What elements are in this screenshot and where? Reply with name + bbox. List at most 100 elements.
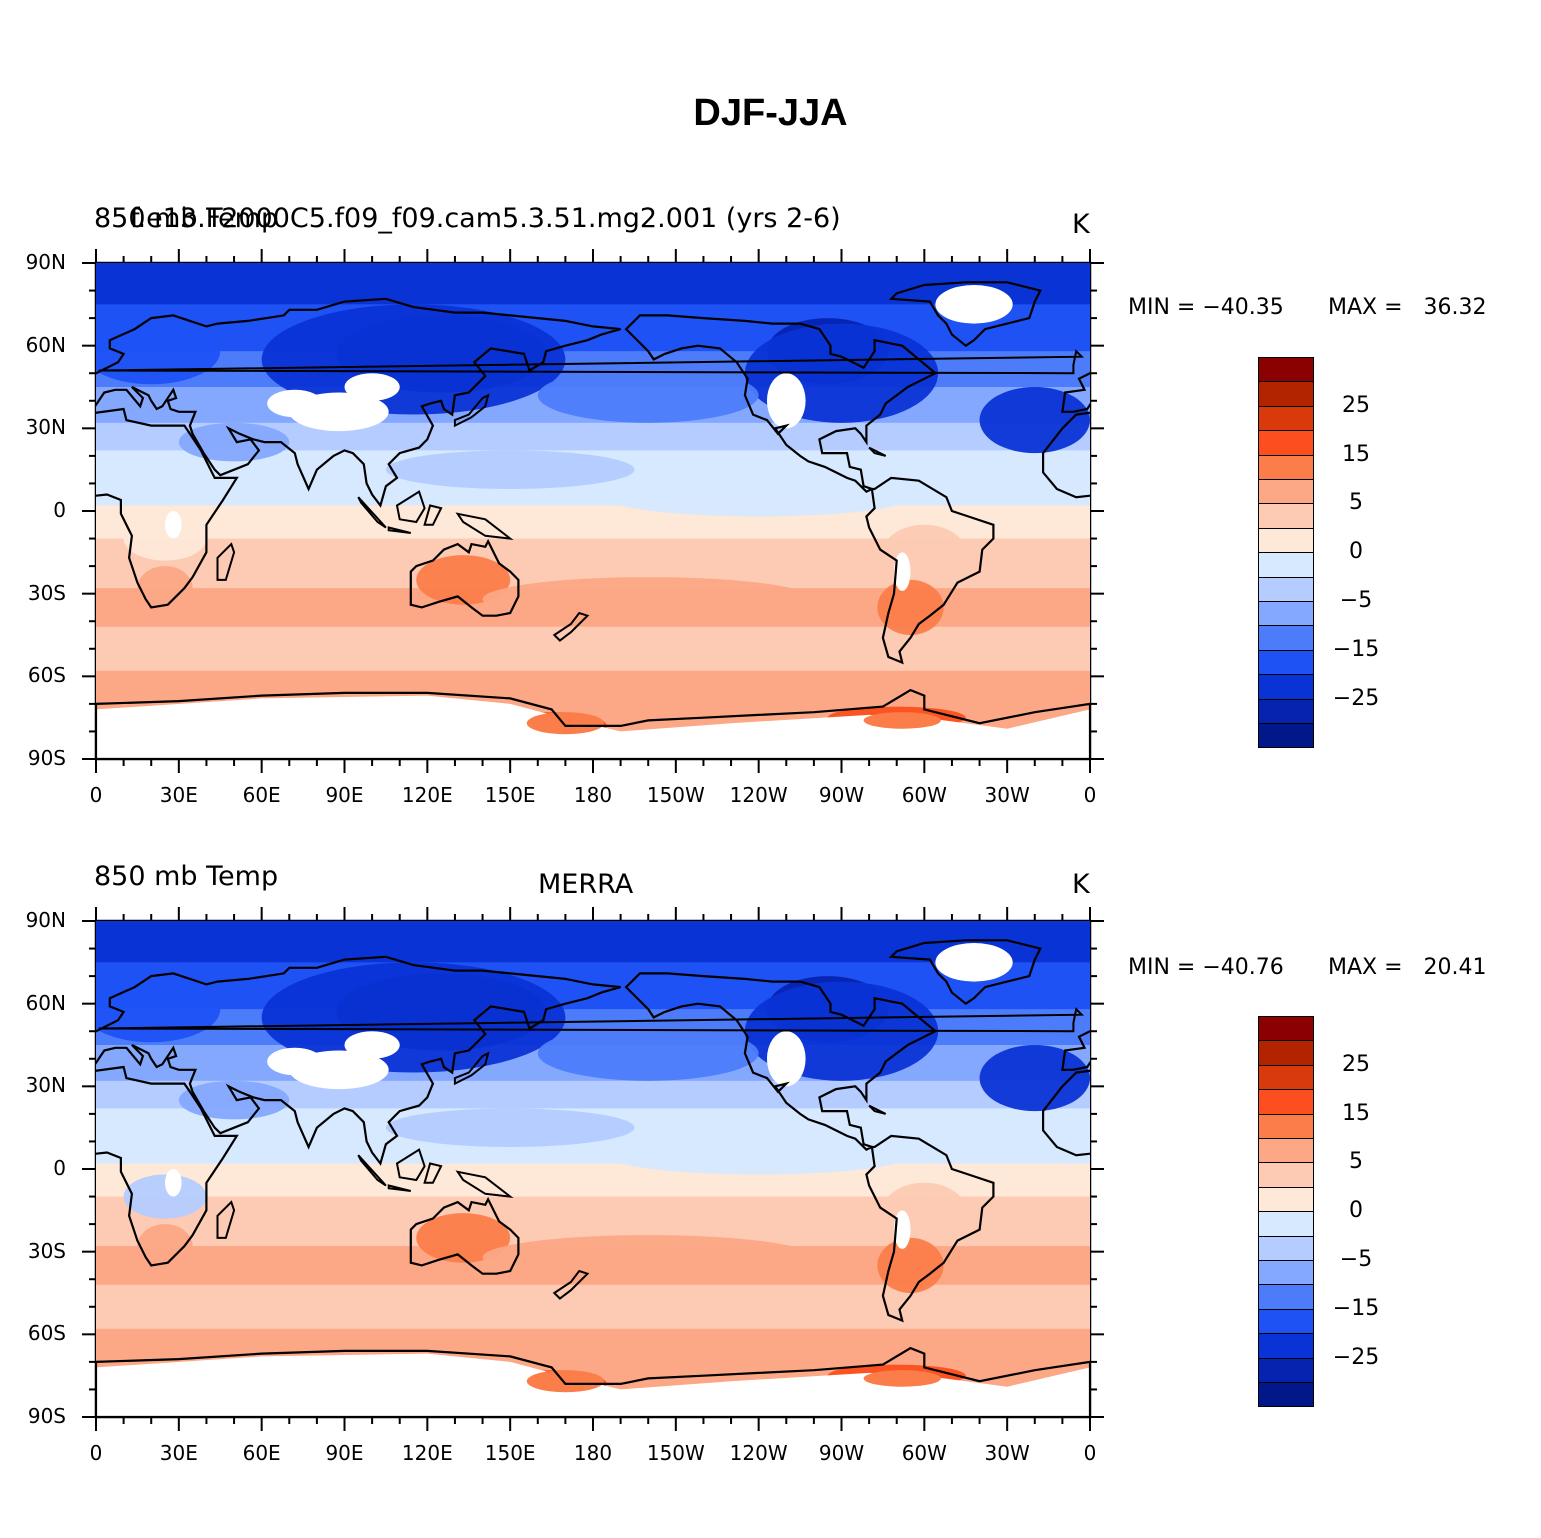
zonal-band (96, 962, 1090, 1010)
map-svg (96, 921, 1090, 1417)
coastline-island (395, 490, 426, 524)
lon-tick-label: 0 (89, 783, 103, 807)
lon-tick-label: 150W (646, 783, 705, 807)
temperature-map (96, 263, 1090, 759)
coastline-greenland (888, 281, 1042, 348)
coastline-island (387, 1184, 412, 1192)
lon-tick-label: 150E (484, 783, 536, 807)
coastline-island (868, 446, 887, 457)
lon-tick-label: 60E (242, 783, 281, 807)
coastline-island (395, 1148, 426, 1182)
lat-tick-label: 90S (27, 746, 66, 770)
lat-tick-label: 90S (27, 1404, 66, 1428)
coastline-eurasia (96, 955, 621, 1166)
colorbar-box (1258, 1016, 1314, 1042)
colorbar-box (1258, 1357, 1314, 1383)
colorbar-box (1258, 1162, 1314, 1188)
lon-tick-label: 90E (325, 783, 364, 807)
contour-region (526, 712, 605, 735)
lon-tick-label: 0 (1083, 1441, 1097, 1465)
lat-tick-label: 30S (27, 1238, 66, 1263)
panel-units: K (1072, 209, 1090, 240)
temperature-map (96, 921, 1090, 1417)
colorbar-box (1258, 1089, 1314, 1115)
colorbar-label: 15 (1342, 441, 1370, 467)
lon-tick-label: 30W (984, 783, 1030, 807)
lon-tick-label: 180 (573, 783, 613, 807)
lat-tick-label: 30S (27, 580, 66, 605)
coastline-island (455, 1170, 514, 1198)
map-svg (96, 263, 1090, 759)
contour-region (416, 555, 511, 605)
lon-tick-label: 90W (818, 783, 865, 807)
colorbar-label: −25 (1332, 685, 1380, 711)
coastline-island (423, 504, 443, 526)
colorbar-box (1258, 1235, 1314, 1261)
missing-data-region (267, 389, 323, 418)
min-value: MIN = −40.76 (1128, 955, 1284, 980)
contour-region (877, 579, 944, 635)
coastline-island (387, 526, 412, 534)
lat-tick-label: 90N (25, 250, 66, 274)
missing-data-region (766, 1031, 806, 1087)
lon-tick-label: 0 (1083, 783, 1097, 807)
panel-model: 850 mb Temp f.e13.F2000C5.f09_f09.cam5.3… (0, 195, 1541, 815)
contour-region (137, 566, 193, 611)
coastline-island (98, 349, 1085, 375)
contour-region (863, 712, 941, 729)
coastline-africa (96, 407, 239, 609)
lon-tick-label: 120E (401, 783, 453, 807)
colorbar-box (1258, 1333, 1314, 1359)
panel-overlay-label: f.e13.F2000C5.f09_f09.cam5.3.51.mg2.001 … (130, 203, 841, 234)
colorbar-box (1258, 381, 1314, 407)
colorbar-box (1258, 1284, 1314, 1310)
missing-data-region (893, 1210, 911, 1249)
lon-tick-label: 60E (242, 1441, 281, 1465)
missing-data-region (344, 1031, 400, 1059)
coastline-antarctica (96, 688, 1090, 759)
colorbar-box (1258, 1064, 1314, 1091)
main-title: DJF-JJA (693, 92, 848, 134)
contour-region (482, 577, 814, 622)
lat-tick-label: 30N (25, 1073, 66, 1098)
colorbar-box (1258, 601, 1314, 627)
contour-region (482, 1235, 814, 1280)
colorbar-box (1258, 454, 1314, 480)
colorbar-box (1258, 1138, 1314, 1164)
coastline-antarctica (96, 1346, 1090, 1417)
coastline-island (357, 1154, 387, 1187)
missing-data-region (935, 943, 1013, 982)
contour-region (416, 1213, 511, 1263)
colorbar-box (1258, 430, 1314, 456)
colorbar-label: −15 (1332, 1295, 1380, 1321)
colorbar-box (1258, 1382, 1314, 1408)
lat-tick-label: 60S (27, 663, 66, 688)
panel-left-label: 850 mb Temp (94, 861, 279, 892)
min-value: MIN = −40.35 (1128, 295, 1284, 320)
contour-region (877, 1237, 944, 1293)
colorbar-box (1258, 1040, 1314, 1066)
colorbar-label: −5 (1339, 588, 1373, 613)
colorbar-box (1258, 1211, 1314, 1237)
zonal-band (96, 304, 1090, 352)
coastline-island (216, 1200, 236, 1239)
coastline-southamerica (865, 1134, 995, 1323)
lat-tick-label: 0 (53, 498, 66, 522)
colorbar-label: 5 (1349, 490, 1363, 516)
contour-region (526, 1370, 605, 1393)
coastline-australia (409, 1196, 520, 1275)
contour-region (537, 1025, 759, 1081)
lon-tick-label: 120E (401, 1441, 453, 1465)
lon-tick-label: 150E (484, 1441, 536, 1465)
coastline-island (98, 1007, 1085, 1033)
missing-data-region (165, 1169, 182, 1197)
zonal-band (96, 1284, 1090, 1330)
colorbar-box (1258, 552, 1314, 578)
lon-tick-label: 60W (901, 783, 947, 807)
coastline-island (357, 496, 387, 529)
zonal-band (96, 670, 1090, 691)
lon-tick-label: 30W (984, 1441, 1030, 1465)
lon-tick-label: 90E (325, 1441, 364, 1465)
coastline-island (868, 1104, 887, 1115)
contour-region (606, 1135, 911, 1175)
